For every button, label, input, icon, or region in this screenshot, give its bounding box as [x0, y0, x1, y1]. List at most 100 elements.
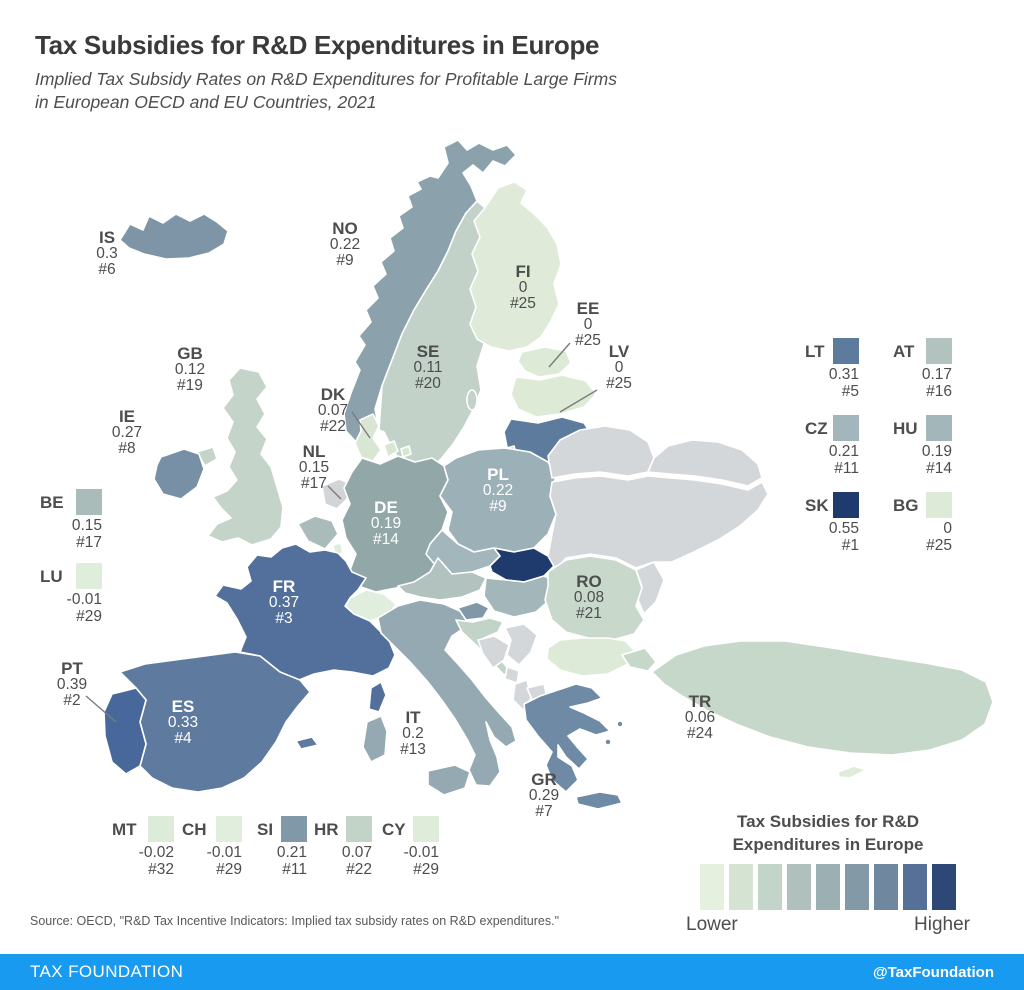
map-label-GB: GB 0.12 #19 — [174, 344, 206, 394]
legend-swatch-5 — [816, 864, 840, 910]
map-label-PT-rank: #2 — [63, 692, 81, 709]
swatch-label-AT-code: AT — [893, 341, 915, 361]
legend-swatch-4 — [787, 864, 811, 910]
map-label-EE: EE 0 #25 — [575, 300, 601, 349]
map-label-GB-rank: #19 — [177, 377, 203, 394]
country-BG — [546, 637, 635, 677]
swatch-label-HR-value: 0.07 — [341, 844, 372, 861]
island-crete — [575, 791, 623, 810]
swatch-label-BG-row: BG — [893, 492, 952, 518]
swatch-label-MT-value: -0.02 — [138, 844, 174, 861]
map-label-PL-rank: #9 — [489, 498, 507, 515]
country-no-data-belarus — [547, 425, 655, 479]
country-TR-european — [621, 647, 657, 672]
swatch-label-AT-value: 0.17 — [921, 366, 952, 383]
color-legend: Tax Subsidies for R&D Expenditures in Eu… — [686, 810, 970, 936]
map-label-LV-code: LV — [608, 342, 630, 361]
map-label-EE-rank: #25 — [575, 332, 601, 349]
swatch-label-CH-row: CH — [182, 816, 242, 842]
legend-lower-label: Lower — [686, 914, 738, 935]
map-label-FI-val: 0 — [518, 279, 528, 296]
legend-swatch-9 — [932, 864, 956, 910]
country-PL — [439, 447, 557, 553]
swatch-label-LT-row: LT — [805, 338, 859, 364]
country-no-data-montenegro — [504, 666, 520, 684]
legend-swatch-7 — [874, 864, 898, 910]
swatch-label-SI-code: SI — [257, 819, 274, 839]
swatch-label-MT-row: MT — [112, 816, 174, 842]
map-label-DK-val: 0.07 — [317, 402, 349, 419]
map-label-GB-code: GB — [177, 344, 203, 363]
leader-line-EE — [548, 342, 571, 368]
map-label-TR-val: 0.06 — [684, 709, 716, 726]
swatch-label-CZ-code: CZ — [805, 418, 828, 438]
brand-name: TAX FOUNDATION — [30, 962, 184, 981]
swatch-label-CY-color-swatch — [413, 816, 439, 842]
country-SI — [457, 601, 490, 621]
country-no-data-russia — [647, 439, 763, 487]
country-GR — [523, 683, 611, 793]
swatch-label-AT-color-swatch — [926, 338, 952, 364]
legend-color-strip — [686, 864, 970, 910]
map-label-IE-code: IE — [118, 407, 136, 426]
map-label-NO-val: 0.22 — [329, 236, 361, 253]
map-label-DE: DE 0.19 #14 — [371, 499, 401, 548]
country-no-data-ukraine — [547, 475, 769, 571]
swatch-label-LT-code: LT — [805, 341, 825, 361]
swatch-label-HU-rank: #14 — [926, 460, 952, 477]
swatch-label-CH-rank: #29 — [216, 861, 242, 878]
swatch-label-HR-color-swatch — [346, 816, 372, 842]
country-IE — [153, 448, 205, 500]
swatch-label-CH-value: -0.01 — [206, 844, 242, 861]
swatch-label-HU-row: HU — [893, 415, 952, 441]
map-label-GR: GR 0.29 #7 — [529, 771, 559, 820]
map-label-PT-val: 0.39 — [56, 676, 88, 693]
leader-line-NL — [327, 485, 342, 500]
country-BE — [297, 515, 339, 550]
map-label-DK-rank: #22 — [320, 418, 346, 435]
subtitle-line-2: in European OECD and EU Countries, 2021 — [35, 92, 377, 112]
map-label-NL-val: 0.15 — [298, 459, 330, 476]
country-shapes — [103, 139, 994, 810]
map-label-ES-code: ES — [171, 697, 195, 716]
map-label-LV-rank: #25 — [606, 375, 632, 392]
country-CY — [837, 765, 867, 779]
swatch-label-LU-row: LU — [40, 563, 102, 589]
swatch-label-HR-row: HR — [314, 816, 372, 842]
map-label-IS-code: IS — [98, 228, 116, 247]
swatch-label-MT: MT -0.02 #32 — [112, 816, 174, 878]
swatch-label-MT-rank: #32 — [148, 861, 174, 878]
swatch-label-SI-row: SI — [257, 816, 307, 842]
swatch-label-SK-code: SK — [805, 495, 829, 515]
map-label-FR-code: FR — [272, 577, 296, 596]
map-label-RO: RO 0.08 #21 — [574, 573, 604, 622]
map-label-PL: PL 0.22 #9 — [483, 466, 513, 515]
map-label-IT-val: 0.2 — [402, 725, 424, 742]
legend-swatch-2 — [729, 864, 753, 910]
legend-end-labels: Lower Higher — [686, 914, 970, 936]
island-balearics — [295, 736, 319, 750]
map-label-SE-code: SE — [416, 342, 440, 361]
map-label-GB-val: 0.12 — [174, 361, 206, 378]
map-label-FI: FI 0 #25 — [510, 263, 536, 312]
country-FR — [214, 543, 396, 681]
island-sardinia — [362, 715, 388, 763]
country-EE — [517, 346, 572, 378]
swatch-label-SK-row: SK — [805, 492, 859, 518]
country-no-data-serbia — [504, 623, 538, 666]
footer-bar: TAX FOUNDATION @TaxFoundation — [0, 954, 1024, 990]
swatch-label-HU-color-swatch — [926, 415, 952, 441]
swatch-label-LU-color-swatch — [76, 563, 102, 589]
map-label-SE-val: 0.11 — [413, 359, 443, 376]
swatch-label-BE-row: BE — [40, 489, 102, 515]
swatch-label-SK: SK 0.55 #1 — [805, 492, 859, 554]
map-label-FR-rank: #3 — [275, 610, 293, 627]
label-leader-lines — [85, 342, 598, 723]
map-label-IE-val: 0.27 — [111, 424, 143, 441]
map-label-PT-code: PT — [61, 659, 83, 678]
swatch-label-SK-rank: #1 — [841, 537, 859, 554]
map-label-GR-rank: #7 — [535, 803, 553, 820]
swatch-label-MT-color-swatch — [148, 816, 174, 842]
map-label-NL-code: NL — [302, 442, 326, 461]
